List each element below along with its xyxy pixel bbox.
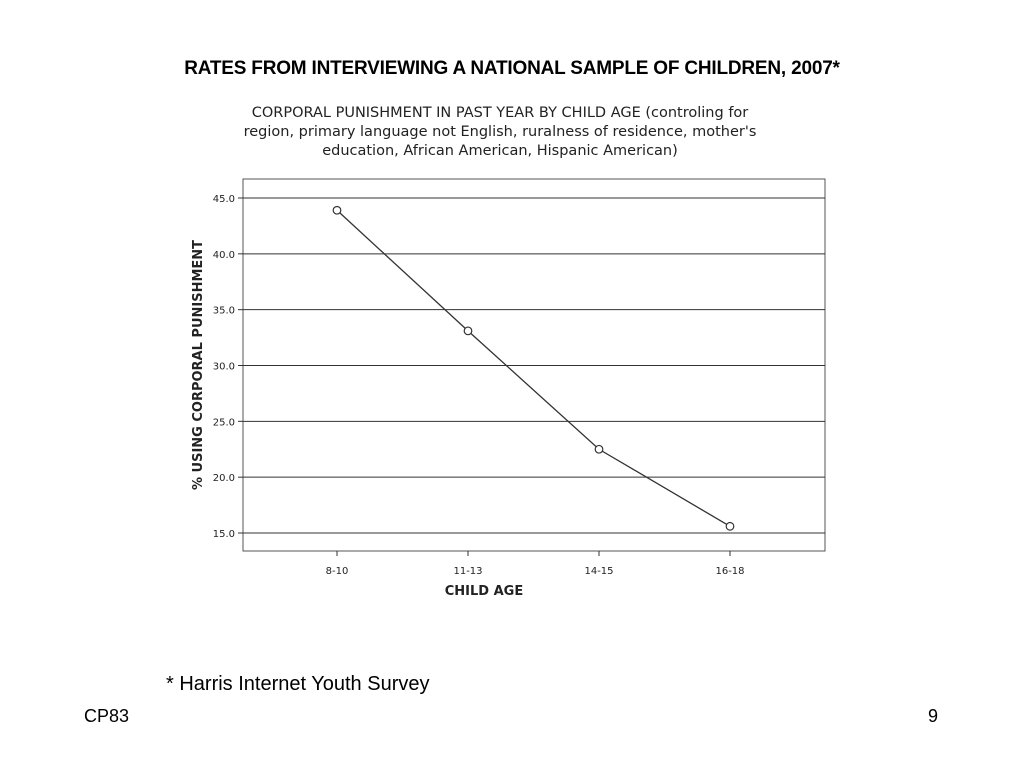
y-tick-label: 45.0 [213,194,235,205]
y-tick-label: 25.0 [213,417,235,428]
data-point [463,326,473,336]
chart-title-line-3: education, African American, Hispanic Am… [322,143,678,159]
data-point [594,444,604,454]
y-tick-label: 30.0 [213,362,235,373]
slide-title: RATES FROM INTERVIEWING A NATIONAL SAMPL… [184,58,840,79]
x-tick-label: 16-18 [715,566,744,577]
y-tick-label: 35.0 [213,306,235,317]
y-tick-label: 15.0 [213,529,235,540]
data-point [725,521,735,531]
chart-title-line-2: region, primary language not English, ru… [243,124,757,140]
chart-title: CORPORAL PUNISHMENT IN PAST YEAR BY CHIL… [190,104,810,161]
data-point [332,205,342,215]
chart-title-line-1: CORPORAL PUNISHMENT IN PAST YEAR BY CHIL… [251,105,749,121]
page-number: 9 [927,706,938,726]
footer-label: CP83 [84,706,130,726]
x-axis-title: CHILD AGE [445,584,523,599]
x-tick-label: 8-10 [326,566,349,577]
x-tick-label: 11-13 [453,566,482,577]
y-tick-label: 40.0 [213,250,235,261]
footnote: * Harris Internet Youth Survey [166,673,430,695]
y-tick-label: 20.0 [213,473,235,484]
x-tick-label: 14-15 [584,566,613,577]
y-axis-title: % USING CORPORAL PUNISHMENT [191,240,206,490]
series-line [336,209,731,527]
